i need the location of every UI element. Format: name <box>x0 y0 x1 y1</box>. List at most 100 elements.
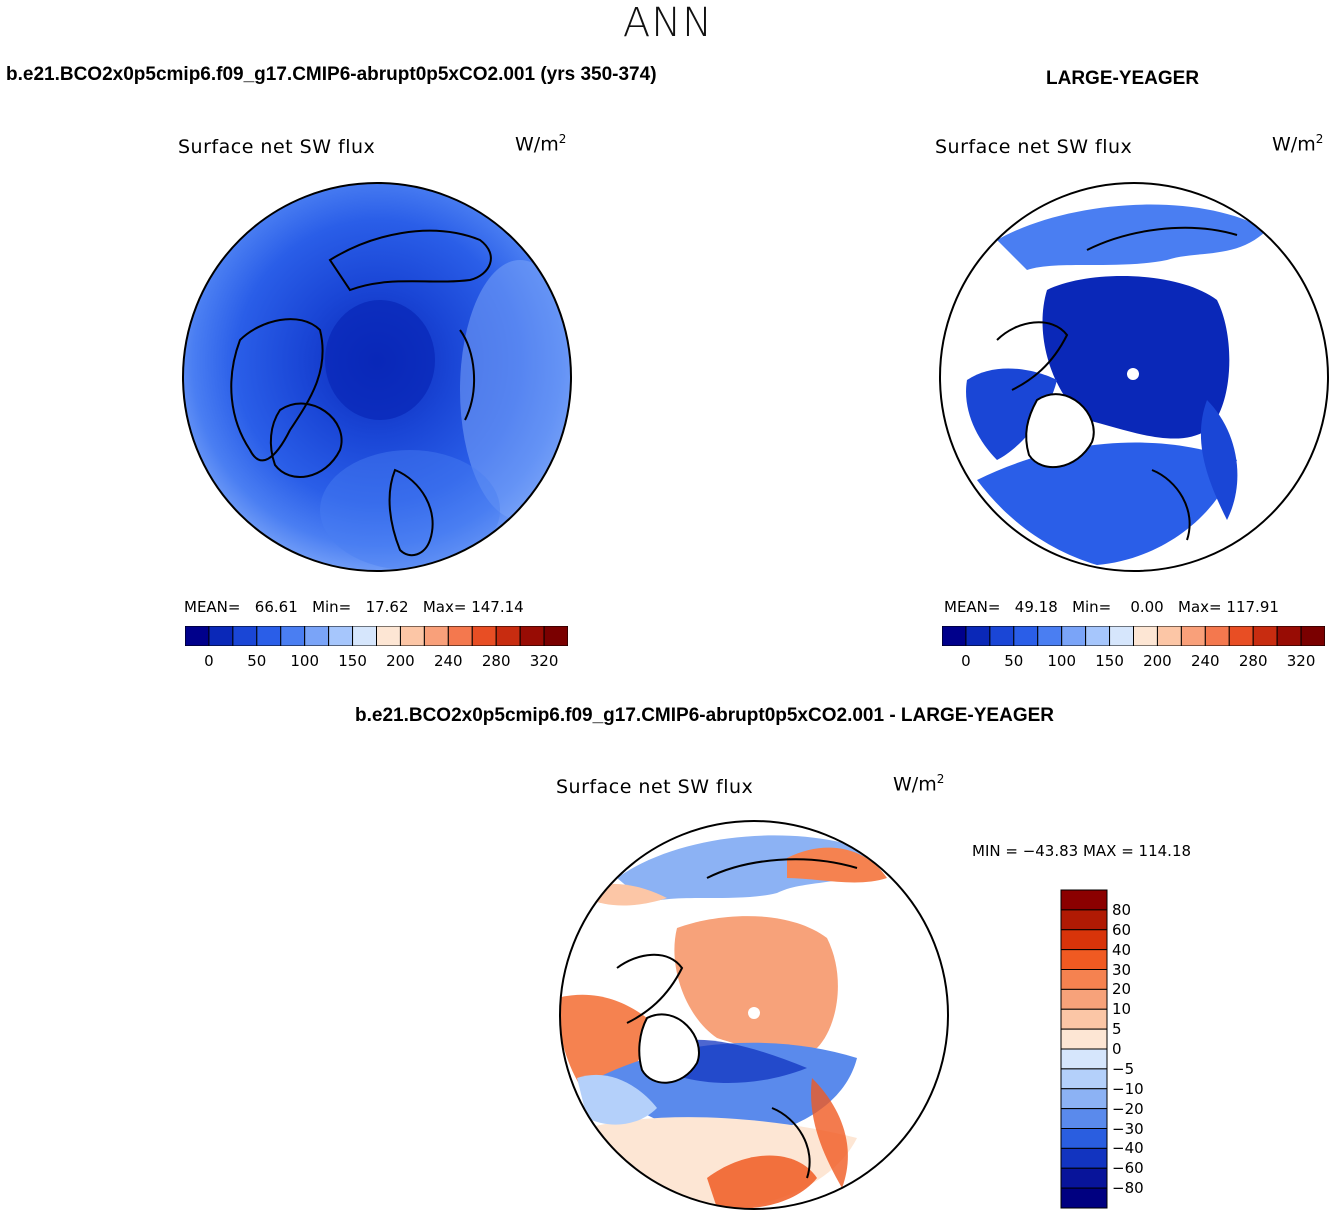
panel3-variable-title: Surface net SW flux <box>556 776 754 798</box>
panel1-colorbar-tick-label: 280 <box>481 652 511 670</box>
panel2-colorbar-swatch <box>1180 626 1206 646</box>
panel1-stats: MEAN= 66.61 Min= 17.62 Max= 147.14 <box>184 598 524 616</box>
panel1-polar-map <box>182 182 572 572</box>
panel2-colorbar <box>942 626 1325 646</box>
panel2-colorbar-ticks: 0 50 100 150 200 240 280 320 <box>942 652 1325 672</box>
panel3-colorbar-swatch <box>1060 909 1108 931</box>
panel3-colorbar-tick-label: −10 <box>1112 1079 1144 1098</box>
panel1-colorbar-swatch <box>328 626 354 646</box>
panel3-colorbar-swatch <box>1060 1068 1108 1090</box>
panel3-colorbar-tick-label: 40 <box>1112 940 1132 959</box>
panel2-case-title: LARGE-YEAGER <box>1046 68 1200 89</box>
panel2-colorbar-swatch <box>989 626 1015 646</box>
panel2-colorbar-swatch <box>1109 626 1134 646</box>
panel1-colorbar-swatch <box>304 626 330 646</box>
panel3-colorbar-tick-label: 5 <box>1112 1020 1122 1039</box>
panel2-colorbar-swatch <box>965 626 991 646</box>
panel3-polar-map <box>559 820 949 1210</box>
panel2-colorbar-swatch <box>1085 626 1111 646</box>
panel2-colorbar-tick-label: 240 <box>1190 652 1220 670</box>
panel1-colorbar-swatch <box>519 626 545 646</box>
panel3-colorbar-swatch <box>1060 1048 1108 1070</box>
panel2-colorbar-tick-label: 0 <box>961 652 971 670</box>
panel1-colorbar-swatch <box>495 626 521 646</box>
panel1-colorbar-tick-label: 0 <box>204 652 214 670</box>
panel3-colorbar-swatch <box>1060 1108 1108 1130</box>
panel2-colorbar-swatch <box>1204 626 1230 646</box>
panel3-colorbar-swatch <box>1060 929 1108 951</box>
panel1-colorbar-tick-label: 240 <box>433 652 463 670</box>
panel2-colorbar-swatch <box>1037 626 1063 646</box>
panel1-colorbar-tick-label: 150 <box>338 652 367 670</box>
panel3-colorbar-swatch <box>1060 1187 1108 1209</box>
season-title: ANN <box>622 0 714 46</box>
panel3-colorbar-swatch <box>1060 1128 1108 1149</box>
panel3-colorbar-tick-label: 60 <box>1112 920 1132 939</box>
panel1-colorbar-tick-label: 200 <box>386 652 415 670</box>
panel1-colorbar-swatch <box>208 626 234 646</box>
panel2-colorbar-swatch <box>1013 626 1039 646</box>
panel3-colorbar-tick-label: 80 <box>1112 900 1132 919</box>
panel3-colorbar-swatch <box>1060 1008 1108 1030</box>
panel3-colorbar-tick-label: 30 <box>1112 960 1132 979</box>
panel3-case-title: b.e21.BCO2x0p5cmip6.f09_g17.CMIP6-abrupt… <box>355 705 1055 726</box>
panel1-colorbar-swatch <box>280 626 306 646</box>
panel2-colorbar-tick-label: 100 <box>1047 652 1076 670</box>
panel1-colorbar-swatch <box>352 626 377 646</box>
panel2-colorbar-swatch <box>1276 626 1302 646</box>
panel3-colorbar-tick-label: −20 <box>1112 1099 1144 1118</box>
panel3-colorbar-tick-label: −40 <box>1112 1139 1144 1158</box>
panel2-variable-title: Surface net SW flux <box>935 136 1133 158</box>
panel1-units: W/m2 <box>515 132 567 156</box>
panel3-colorbar-tick-label: 0 <box>1112 1040 1122 1058</box>
panel1-colorbar-swatch <box>376 626 401 646</box>
panel3-vertical-colorbar <box>1060 889 1108 1209</box>
panel3-colorbar-tick-label: −80 <box>1112 1179 1144 1198</box>
panel1-colorbar-swatch <box>399 626 425 646</box>
panel1-colorbar-ticks: 0 50 100 150 200 240 280 320 <box>185 652 568 672</box>
panel1-colorbar-swatch <box>447 626 473 646</box>
panel2-units: W/m2 <box>1272 132 1324 156</box>
panel1-variable-title: Surface net SW flux <box>178 136 376 158</box>
panel1-colorbar-swatch <box>185 626 210 646</box>
panel2-colorbar-swatch <box>1133 626 1158 646</box>
panel3-colorbar-swatch <box>1060 949 1108 971</box>
panel3-colorbar-ticks: 80 60 40 30 20 10 5 0 −5 −10 −20 −30 −40 −60 −80 <box>1112 889 1172 1209</box>
panel3-units: W/m2 <box>893 772 945 796</box>
panel3-colorbar-tick-label: −30 <box>1112 1119 1144 1138</box>
panel2-polar-map <box>939 182 1329 572</box>
panel3-colorbar-swatch <box>1060 889 1108 911</box>
panel3-colorbar-swatch <box>1060 988 1108 1010</box>
panel2-stats: MEAN= 49.18 Min= 0.00 Max= 117.91 <box>944 598 1279 616</box>
panel2-colorbar-swatch <box>1228 626 1254 646</box>
panel2-colorbar-tick-label: 50 <box>1004 652 1024 670</box>
panel3-colorbar-swatch <box>1060 969 1108 990</box>
panel3-colorbar-swatch <box>1060 1147 1108 1169</box>
panel2-colorbar-swatch <box>1252 626 1278 646</box>
panel1-colorbar-swatch <box>256 626 282 646</box>
panel3-colorbar-tick-label: −5 <box>1112 1059 1135 1078</box>
panel2-colorbar-tick-label: 320 <box>1286 652 1316 670</box>
panel2-colorbar-swatch <box>1156 626 1182 646</box>
panel1-colorbar-swatch <box>232 626 258 646</box>
panel2-colorbar-swatch <box>1061 626 1087 646</box>
panel1-colorbar-swatch <box>543 626 568 646</box>
panel1-colorbar <box>185 626 568 646</box>
panel1-colorbar-tick-label: 50 <box>247 652 267 670</box>
panel2-colorbar-tick-label: 280 <box>1238 652 1268 670</box>
panel1-colorbar-swatch <box>471 626 497 646</box>
panel3-colorbar-tick-label: 10 <box>1112 1000 1132 1019</box>
panel2-colorbar-swatch <box>942 626 967 646</box>
panel3-colorbar-swatch <box>1060 1167 1108 1189</box>
panel1-colorbar-swatch <box>423 626 449 646</box>
panel3-colorbar-tick-label: −60 <box>1112 1159 1144 1178</box>
panel2-colorbar-swatch <box>1300 626 1325 646</box>
panel3-colorbar-swatch <box>1060 1088 1108 1110</box>
panel1-colorbar-tick-label: 100 <box>290 652 319 670</box>
panel3-colorbar-tick-label: 20 <box>1112 980 1132 999</box>
panel1-colorbar-tick-label: 320 <box>529 652 559 670</box>
panel3-colorbar-swatch <box>1060 1028 1108 1050</box>
panel2-colorbar-tick-label: 200 <box>1143 652 1172 670</box>
panel3-minmax: MIN = −43.83 MAX = 114.18 <box>972 842 1192 860</box>
panel2-colorbar-tick-label: 150 <box>1095 652 1124 670</box>
